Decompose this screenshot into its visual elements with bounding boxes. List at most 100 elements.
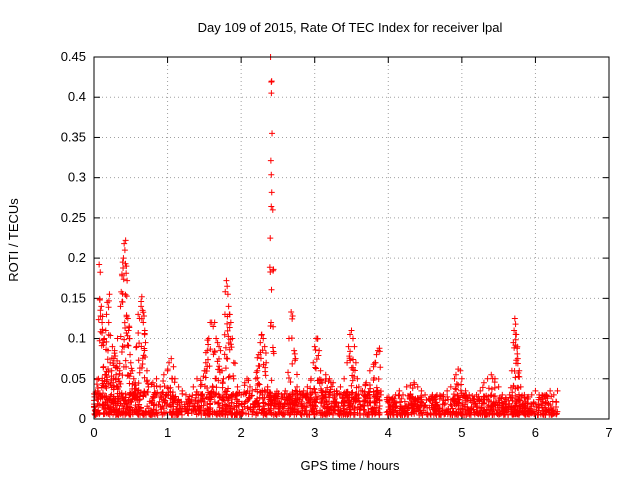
data-point (451, 375, 458, 382)
data-point (317, 376, 324, 383)
data-point (344, 388, 351, 395)
data-point (486, 410, 493, 417)
data-point (257, 355, 264, 362)
data-point (511, 315, 518, 322)
data-point (368, 406, 375, 413)
data-point (429, 400, 436, 407)
data-point (268, 319, 275, 326)
data-point (194, 375, 200, 382)
data-point (365, 409, 372, 416)
data-point (436, 408, 443, 415)
data-point (285, 405, 292, 412)
data-point (444, 387, 451, 394)
data-point (222, 365, 229, 372)
data-point (182, 391, 189, 398)
data-point (175, 411, 182, 418)
data-point (539, 404, 546, 411)
data-point (137, 389, 144, 396)
data-point (211, 399, 218, 406)
data-point (98, 303, 105, 310)
data-point (488, 386, 495, 393)
data-point (119, 403, 126, 410)
data-point (285, 393, 292, 400)
data-point (344, 359, 351, 366)
data-point (457, 367, 464, 374)
data-point (213, 384, 220, 391)
data-point (327, 386, 334, 393)
data-point (259, 347, 266, 354)
chart-title: Day 109 of 2015, Rate Of TEC Index for r… (198, 20, 503, 35)
data-point (223, 277, 230, 284)
data-point (352, 359, 359, 366)
data-point (401, 398, 408, 405)
data-point (211, 392, 218, 399)
data-point (198, 381, 205, 388)
data-point (142, 354, 149, 361)
data-point (362, 392, 369, 399)
data-point (227, 319, 234, 326)
data-point (315, 377, 322, 384)
data-point (229, 335, 236, 342)
data-point (302, 393, 309, 400)
data-point (459, 399, 466, 406)
data-point (202, 359, 209, 366)
data-point (110, 399, 117, 406)
data-point (214, 339, 221, 346)
data-point (210, 323, 217, 330)
data-point (409, 394, 416, 401)
data-point (289, 395, 296, 402)
data-point (262, 372, 269, 379)
data-point (464, 397, 471, 404)
data-point (95, 390, 102, 397)
data-point (153, 375, 160, 382)
data-point (473, 391, 480, 398)
data-point (116, 360, 123, 367)
data-point (246, 383, 253, 390)
data-point (441, 410, 448, 417)
data-point (222, 411, 229, 418)
data-point (500, 400, 507, 407)
data-point (291, 347, 298, 354)
data-point (447, 401, 454, 408)
data-point (307, 377, 314, 384)
data-point (515, 391, 522, 398)
data-point (127, 399, 134, 406)
data-point (510, 382, 517, 389)
data-point (491, 384, 498, 391)
data-point (514, 355, 521, 362)
data-point (122, 325, 129, 332)
data-point (312, 364, 319, 371)
data-point (370, 377, 377, 384)
x-tick-label: 7 (605, 425, 612, 440)
data-point (107, 393, 114, 400)
data-point (541, 404, 548, 411)
data-point (366, 381, 373, 388)
data-point (226, 324, 233, 331)
data-point (501, 407, 508, 414)
data-point (518, 405, 525, 412)
data-point (121, 336, 128, 343)
data-point (375, 375, 382, 382)
data-point (105, 304, 112, 311)
gridlines (94, 57, 609, 419)
data-point (405, 401, 412, 408)
data-point (480, 400, 487, 407)
y-tick-label: 0.4 (68, 89, 86, 104)
x-tick-label: 5 (458, 425, 465, 440)
data-point (398, 410, 405, 417)
data-point (160, 396, 167, 403)
data-point (257, 339, 264, 346)
data-point (188, 396, 195, 403)
data-point (163, 391, 170, 398)
data-point (268, 189, 275, 196)
data-point (160, 377, 167, 384)
data-point (297, 391, 303, 398)
data-point (359, 387, 366, 394)
data-point (124, 277, 131, 284)
data-point (337, 407, 344, 414)
data-point (270, 266, 277, 273)
data-point (97, 269, 104, 276)
data-point (479, 384, 486, 391)
data-point (503, 395, 509, 402)
data-point (371, 404, 378, 411)
